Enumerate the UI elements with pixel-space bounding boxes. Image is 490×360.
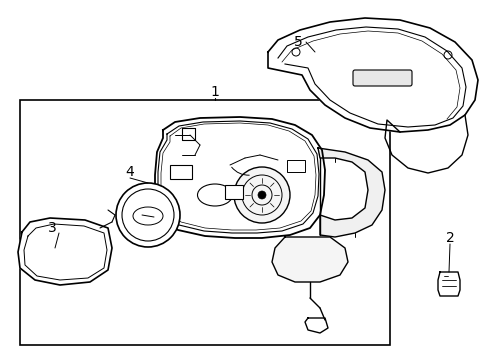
Circle shape [258,191,266,199]
Polygon shape [182,128,195,140]
FancyBboxPatch shape [353,70,412,86]
Text: 4: 4 [125,165,134,179]
Polygon shape [18,218,112,285]
Polygon shape [272,237,348,282]
Polygon shape [438,272,460,296]
Bar [20,100,390,345]
Polygon shape [155,117,325,238]
Text: 1: 1 [211,85,220,99]
Polygon shape [305,318,328,333]
Text: 2: 2 [445,231,454,245]
Text: 3: 3 [48,221,56,235]
Text: 5: 5 [294,35,302,49]
Polygon shape [268,18,478,132]
Polygon shape [318,148,385,237]
Bar [287,160,305,172]
Circle shape [116,183,180,247]
Bar [225,185,243,199]
Bar [170,165,192,179]
Circle shape [234,167,290,223]
